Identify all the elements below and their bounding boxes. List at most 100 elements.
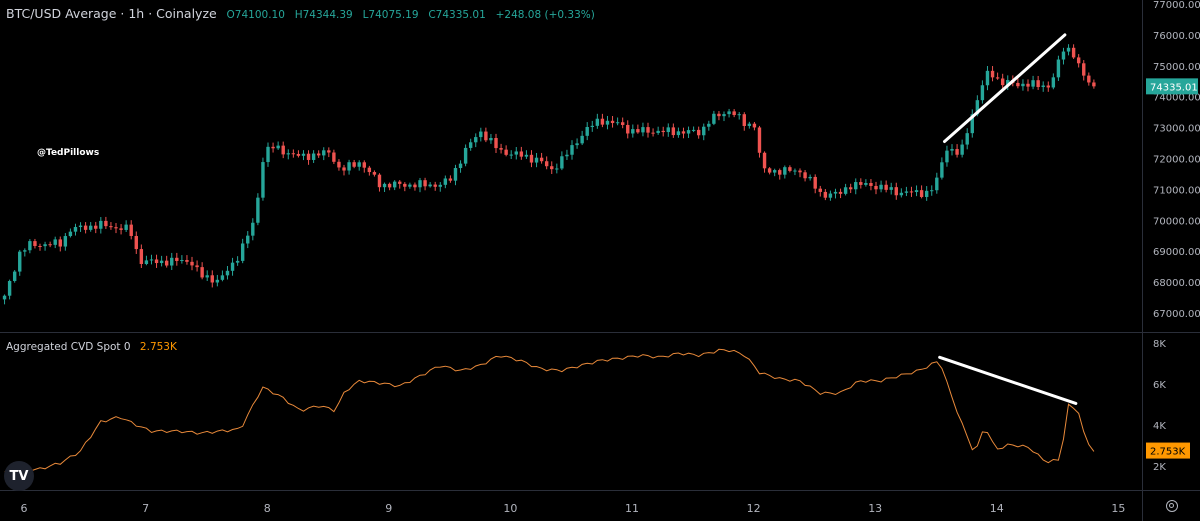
candle-body xyxy=(7,281,12,296)
candle-body xyxy=(869,183,873,186)
candle-body xyxy=(28,241,32,251)
candle-body xyxy=(246,235,250,244)
tradingview-logo[interactable]: TV xyxy=(4,461,34,491)
candle-body xyxy=(230,262,235,271)
candle-body xyxy=(884,184,888,190)
cvd-value-badge xyxy=(1146,442,1190,459)
candle-body xyxy=(200,267,204,278)
candle-body xyxy=(190,261,194,266)
candle-body xyxy=(261,162,265,198)
candle-body xyxy=(838,191,843,194)
gear-icon[interactable] xyxy=(1166,500,1178,512)
candle-body xyxy=(129,224,133,236)
candle-body xyxy=(970,114,974,134)
time-tick-label: 14 xyxy=(990,502,1004,515)
candle-body xyxy=(149,259,154,261)
candle-body xyxy=(940,162,944,178)
candle-body xyxy=(104,220,108,227)
candle-body xyxy=(924,190,929,197)
candle-body xyxy=(651,132,655,134)
ohlc-open: O74100.10 xyxy=(226,9,285,21)
candle-body xyxy=(99,220,103,229)
candle-body xyxy=(372,172,377,175)
candle-body xyxy=(337,161,341,168)
candle-body xyxy=(524,154,529,157)
candle-body xyxy=(565,154,569,157)
candle-body xyxy=(83,225,88,230)
candle-body xyxy=(747,123,752,126)
candle-body xyxy=(788,167,792,171)
candle-body xyxy=(154,259,159,264)
candle-body xyxy=(235,260,240,263)
candle-body xyxy=(1041,85,1045,88)
candle-body xyxy=(859,182,863,185)
candle-body xyxy=(114,227,118,229)
candle-body xyxy=(742,114,746,126)
candle-body xyxy=(960,144,964,155)
cvd-indicator-name[interactable]: Aggregated CVD Spot 0 xyxy=(6,341,131,353)
candle-body xyxy=(570,145,574,155)
candle-body xyxy=(767,168,772,173)
candle-body xyxy=(144,260,149,264)
candle-body xyxy=(251,222,255,236)
candle-body xyxy=(909,191,914,193)
candle-body xyxy=(119,228,123,230)
candle-body xyxy=(367,167,372,173)
candle-body xyxy=(666,127,670,133)
candle-body xyxy=(433,184,437,187)
candle-body xyxy=(595,118,600,126)
candle-body xyxy=(392,181,397,188)
candle-body xyxy=(124,224,128,230)
candle-body xyxy=(783,167,787,175)
candle-body xyxy=(631,129,635,134)
candle-body xyxy=(479,131,483,138)
candle-body xyxy=(864,183,868,185)
price-tick-label: 67000.00 xyxy=(1153,309,1200,320)
candle-body xyxy=(904,191,909,193)
candle-body xyxy=(935,177,939,191)
candle-body xyxy=(772,170,777,173)
candle-body xyxy=(641,127,645,133)
candle-body xyxy=(575,143,579,146)
candle-body xyxy=(438,184,442,187)
candle-body xyxy=(23,250,27,252)
candle-body xyxy=(1056,59,1061,78)
candle-body xyxy=(418,180,422,188)
candle-body xyxy=(610,120,615,124)
candle-body xyxy=(990,70,995,78)
candle-body xyxy=(453,168,458,181)
candle-body xyxy=(94,225,98,229)
candle-body xyxy=(398,181,402,184)
cvd-tick-label: 2K xyxy=(1153,462,1166,473)
candle-body xyxy=(215,279,220,283)
candle-body xyxy=(12,271,17,282)
candle-body xyxy=(702,126,706,136)
candle-body xyxy=(899,192,904,196)
candle-body xyxy=(48,244,52,246)
candle-body xyxy=(519,151,524,157)
price-tick-label: 71000.00 xyxy=(1153,185,1200,196)
candle-body xyxy=(428,184,432,187)
candle-body xyxy=(266,146,270,163)
candle-body xyxy=(311,153,316,160)
candle-body xyxy=(681,131,686,134)
candle-body xyxy=(555,168,559,170)
time-tick-label: 15 xyxy=(1111,502,1125,515)
candle-body xyxy=(210,275,214,283)
candle-body xyxy=(423,180,427,187)
cvd-tick-label: 6K xyxy=(1153,380,1166,391)
candle-body xyxy=(1092,82,1096,87)
ohlc-change: +248.08 (+0.33%) xyxy=(495,9,595,21)
candle-body xyxy=(296,153,301,156)
candle-body xyxy=(185,260,189,262)
candle-body xyxy=(945,150,949,163)
candle-body xyxy=(590,125,594,128)
symbol-title[interactable]: BTC/USD Average · 1h · Coinalyze xyxy=(6,6,217,21)
candle-body xyxy=(220,275,225,280)
candle-body xyxy=(377,174,382,188)
candle-body xyxy=(854,182,858,190)
candle-body xyxy=(914,190,919,193)
candle-body xyxy=(676,131,681,136)
candle-body xyxy=(18,251,22,272)
